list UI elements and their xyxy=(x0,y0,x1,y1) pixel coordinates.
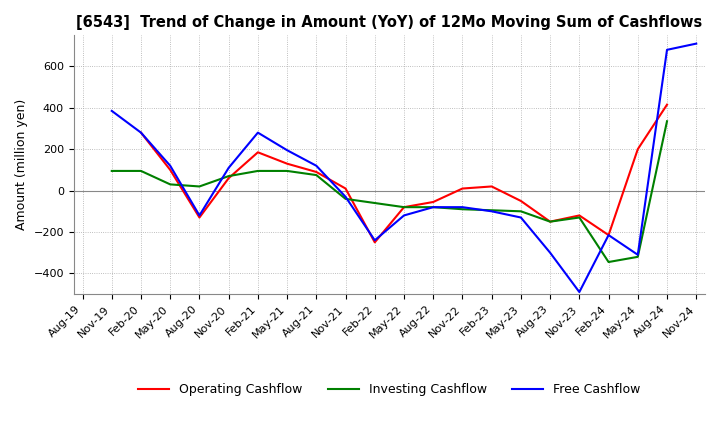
Title: [6543]  Trend of Change in Amount (YoY) of 12Mo Moving Sum of Cashflows: [6543] Trend of Change in Amount (YoY) o… xyxy=(76,15,703,30)
Free Cashflow xyxy=(312,163,320,169)
Free Cashflow xyxy=(662,47,671,52)
Investing Cashflow xyxy=(400,205,408,210)
Free Cashflow xyxy=(575,290,584,295)
Free Cashflow xyxy=(253,130,262,135)
Investing Cashflow xyxy=(225,173,233,179)
Investing Cashflow xyxy=(371,200,379,205)
Operating Cashflow xyxy=(487,184,496,189)
Legend: Operating Cashflow, Investing Cashflow, Free Cashflow: Operating Cashflow, Investing Cashflow, … xyxy=(133,378,646,401)
Operating Cashflow xyxy=(341,186,350,191)
Operating Cashflow xyxy=(166,167,174,172)
Investing Cashflow xyxy=(312,172,320,178)
Line: Free Cashflow: Free Cashflow xyxy=(112,44,696,292)
Operating Cashflow xyxy=(225,176,233,181)
Operating Cashflow xyxy=(546,219,554,224)
Operating Cashflow xyxy=(312,169,320,175)
Free Cashflow xyxy=(634,252,642,257)
Investing Cashflow xyxy=(429,205,438,210)
Free Cashflow xyxy=(429,205,438,210)
Investing Cashflow xyxy=(634,254,642,260)
Operating Cashflow xyxy=(137,130,145,135)
Free Cashflow xyxy=(166,163,174,169)
Operating Cashflow xyxy=(575,213,584,218)
Free Cashflow xyxy=(137,130,145,135)
Operating Cashflow xyxy=(429,199,438,205)
Line: Investing Cashflow: Investing Cashflow xyxy=(112,121,667,262)
Investing Cashflow xyxy=(662,119,671,124)
Operating Cashflow xyxy=(634,147,642,152)
Free Cashflow xyxy=(107,108,116,114)
Investing Cashflow xyxy=(458,207,467,212)
Operating Cashflow xyxy=(458,186,467,191)
Free Cashflow xyxy=(371,238,379,243)
Operating Cashflow xyxy=(516,198,525,204)
Free Cashflow xyxy=(341,194,350,199)
Investing Cashflow xyxy=(166,182,174,187)
Investing Cashflow xyxy=(487,208,496,213)
Free Cashflow xyxy=(487,209,496,214)
Line: Operating Cashflow: Operating Cashflow xyxy=(141,105,667,242)
Free Cashflow xyxy=(692,41,701,46)
Investing Cashflow xyxy=(604,260,613,265)
Free Cashflow xyxy=(195,213,204,218)
Y-axis label: Amount (million yen): Amount (million yen) xyxy=(15,99,28,231)
Investing Cashflow xyxy=(575,215,584,220)
Investing Cashflow xyxy=(283,168,292,173)
Free Cashflow xyxy=(225,165,233,170)
Free Cashflow xyxy=(516,215,525,220)
Free Cashflow xyxy=(604,232,613,238)
Investing Cashflow xyxy=(516,209,525,214)
Operating Cashflow xyxy=(400,205,408,210)
Investing Cashflow xyxy=(107,168,116,173)
Investing Cashflow xyxy=(137,168,145,173)
Operating Cashflow xyxy=(253,150,262,155)
Investing Cashflow xyxy=(195,184,204,189)
Free Cashflow xyxy=(458,205,467,210)
Operating Cashflow xyxy=(371,240,379,245)
Operating Cashflow xyxy=(283,161,292,166)
Free Cashflow xyxy=(546,250,554,255)
Investing Cashflow xyxy=(253,168,262,173)
Investing Cashflow xyxy=(546,219,554,224)
Investing Cashflow xyxy=(341,196,350,202)
Operating Cashflow xyxy=(604,232,613,238)
Operating Cashflow xyxy=(195,215,204,220)
Free Cashflow xyxy=(283,147,292,153)
Operating Cashflow xyxy=(662,102,671,107)
Free Cashflow xyxy=(400,213,408,218)
